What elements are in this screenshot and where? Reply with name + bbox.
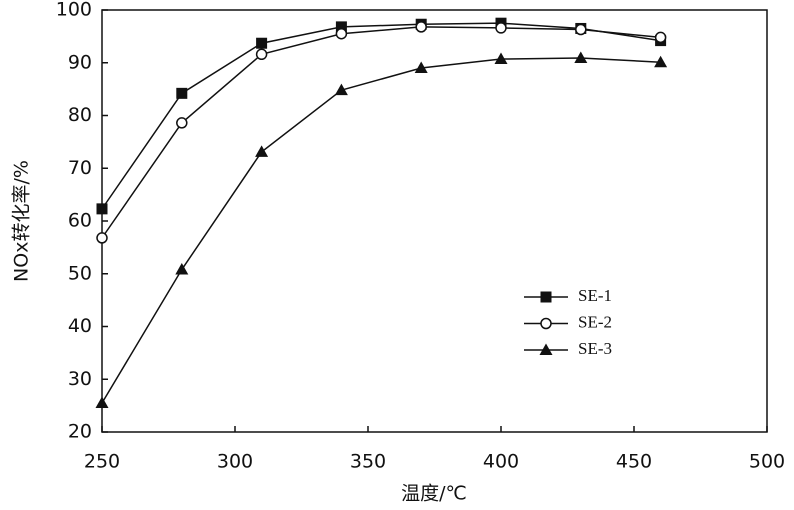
marker-circle [176,117,188,129]
legend-label: SE-2 [578,312,612,331]
x-tick-label: 400 [483,451,519,473]
marker-triangle [334,83,348,96]
marker-square [176,87,188,99]
series-line [101,22,661,210]
y-tick-label: 70 [68,157,92,179]
x-tick-label: 250 [84,451,120,473]
x-tick-label: 450 [616,451,652,473]
y-axis-label: NOx转化率/% [11,160,33,282]
marker-circle [255,48,268,61]
y-tick-label: 40 [68,315,92,337]
y-tick-label: 80 [68,104,92,126]
marker-square [335,21,347,33]
y-tick-label: 30 [68,368,92,390]
marker-square [256,37,268,49]
marker-square [540,291,552,303]
marker-circle [335,27,348,40]
marker-circle [96,232,108,244]
series-line [101,57,661,404]
y-tick-label: 50 [68,262,92,284]
y-tick-label: 90 [68,51,92,73]
marker-triangle [654,55,668,68]
marker-circle [575,23,587,36]
legend-label: SE-3 [578,339,612,358]
marker-triangle [574,51,588,64]
x-tick-label: 500 [749,451,785,473]
legend-label: SE-1 [578,286,612,305]
x-axis-label: 温度/℃ [401,483,467,505]
marker-circle [495,22,507,34]
y-tick-label: 60 [68,210,92,232]
plot-frame [101,9,768,433]
x-tick-label: 350 [350,451,386,473]
y-tick-label: 100 [56,0,92,21]
series-line [101,26,661,239]
marker-triangle [414,61,428,74]
marker-triangle [175,263,189,275]
marker-circle [540,317,552,330]
y-tick-label: 20 [68,421,92,443]
marker-triangle [255,145,269,157]
marker-square [96,203,108,215]
marker-circle [654,31,667,44]
marker-circle [415,21,427,33]
marker-triangle [539,343,553,355]
marker-triangle [95,396,109,408]
marker-triangle [494,52,508,65]
x-tick-label: 300 [217,451,253,473]
